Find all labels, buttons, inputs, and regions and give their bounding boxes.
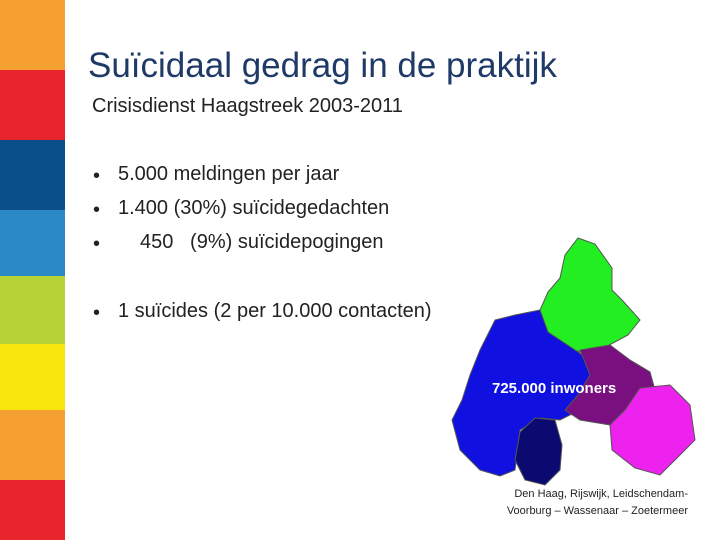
bullet: • (93, 165, 100, 187)
region (514, 417, 563, 486)
bullet-text: 1 suïcides (2 per 10.000 contacten) (118, 300, 432, 322)
bullet-text: 5.000 meldingen per jaar (118, 163, 340, 185)
map-label: 725.000 inwoners (492, 380, 617, 397)
region (539, 237, 641, 353)
bullet: • (93, 233, 100, 255)
bullet: • (93, 302, 100, 324)
map (451, 237, 696, 486)
stripe (0, 0, 65, 70)
stripe (0, 140, 65, 210)
stripe (0, 70, 65, 140)
region (609, 384, 696, 476)
stripe (0, 410, 65, 480)
stripe (0, 344, 65, 410)
stripe (0, 210, 65, 276)
bullet: • (93, 199, 100, 221)
map-caption: Den Haag, Rijswijk, Leidschendam- (514, 488, 688, 500)
subtitle: Crisisdienst Haagstreek 2003-2011 (92, 95, 403, 117)
bullet-text: 1.400 (30%) suïcidegedachten (118, 197, 390, 219)
map-caption: Voorburg – Wassenaar – Zoetermeer (506, 505, 688, 517)
stripe (0, 480, 65, 540)
stripe (0, 276, 65, 344)
bullet-text: 450 (9%) suïcidepogingen (140, 231, 384, 253)
title: Suïcidaal gedrag in de praktijk (88, 46, 557, 85)
